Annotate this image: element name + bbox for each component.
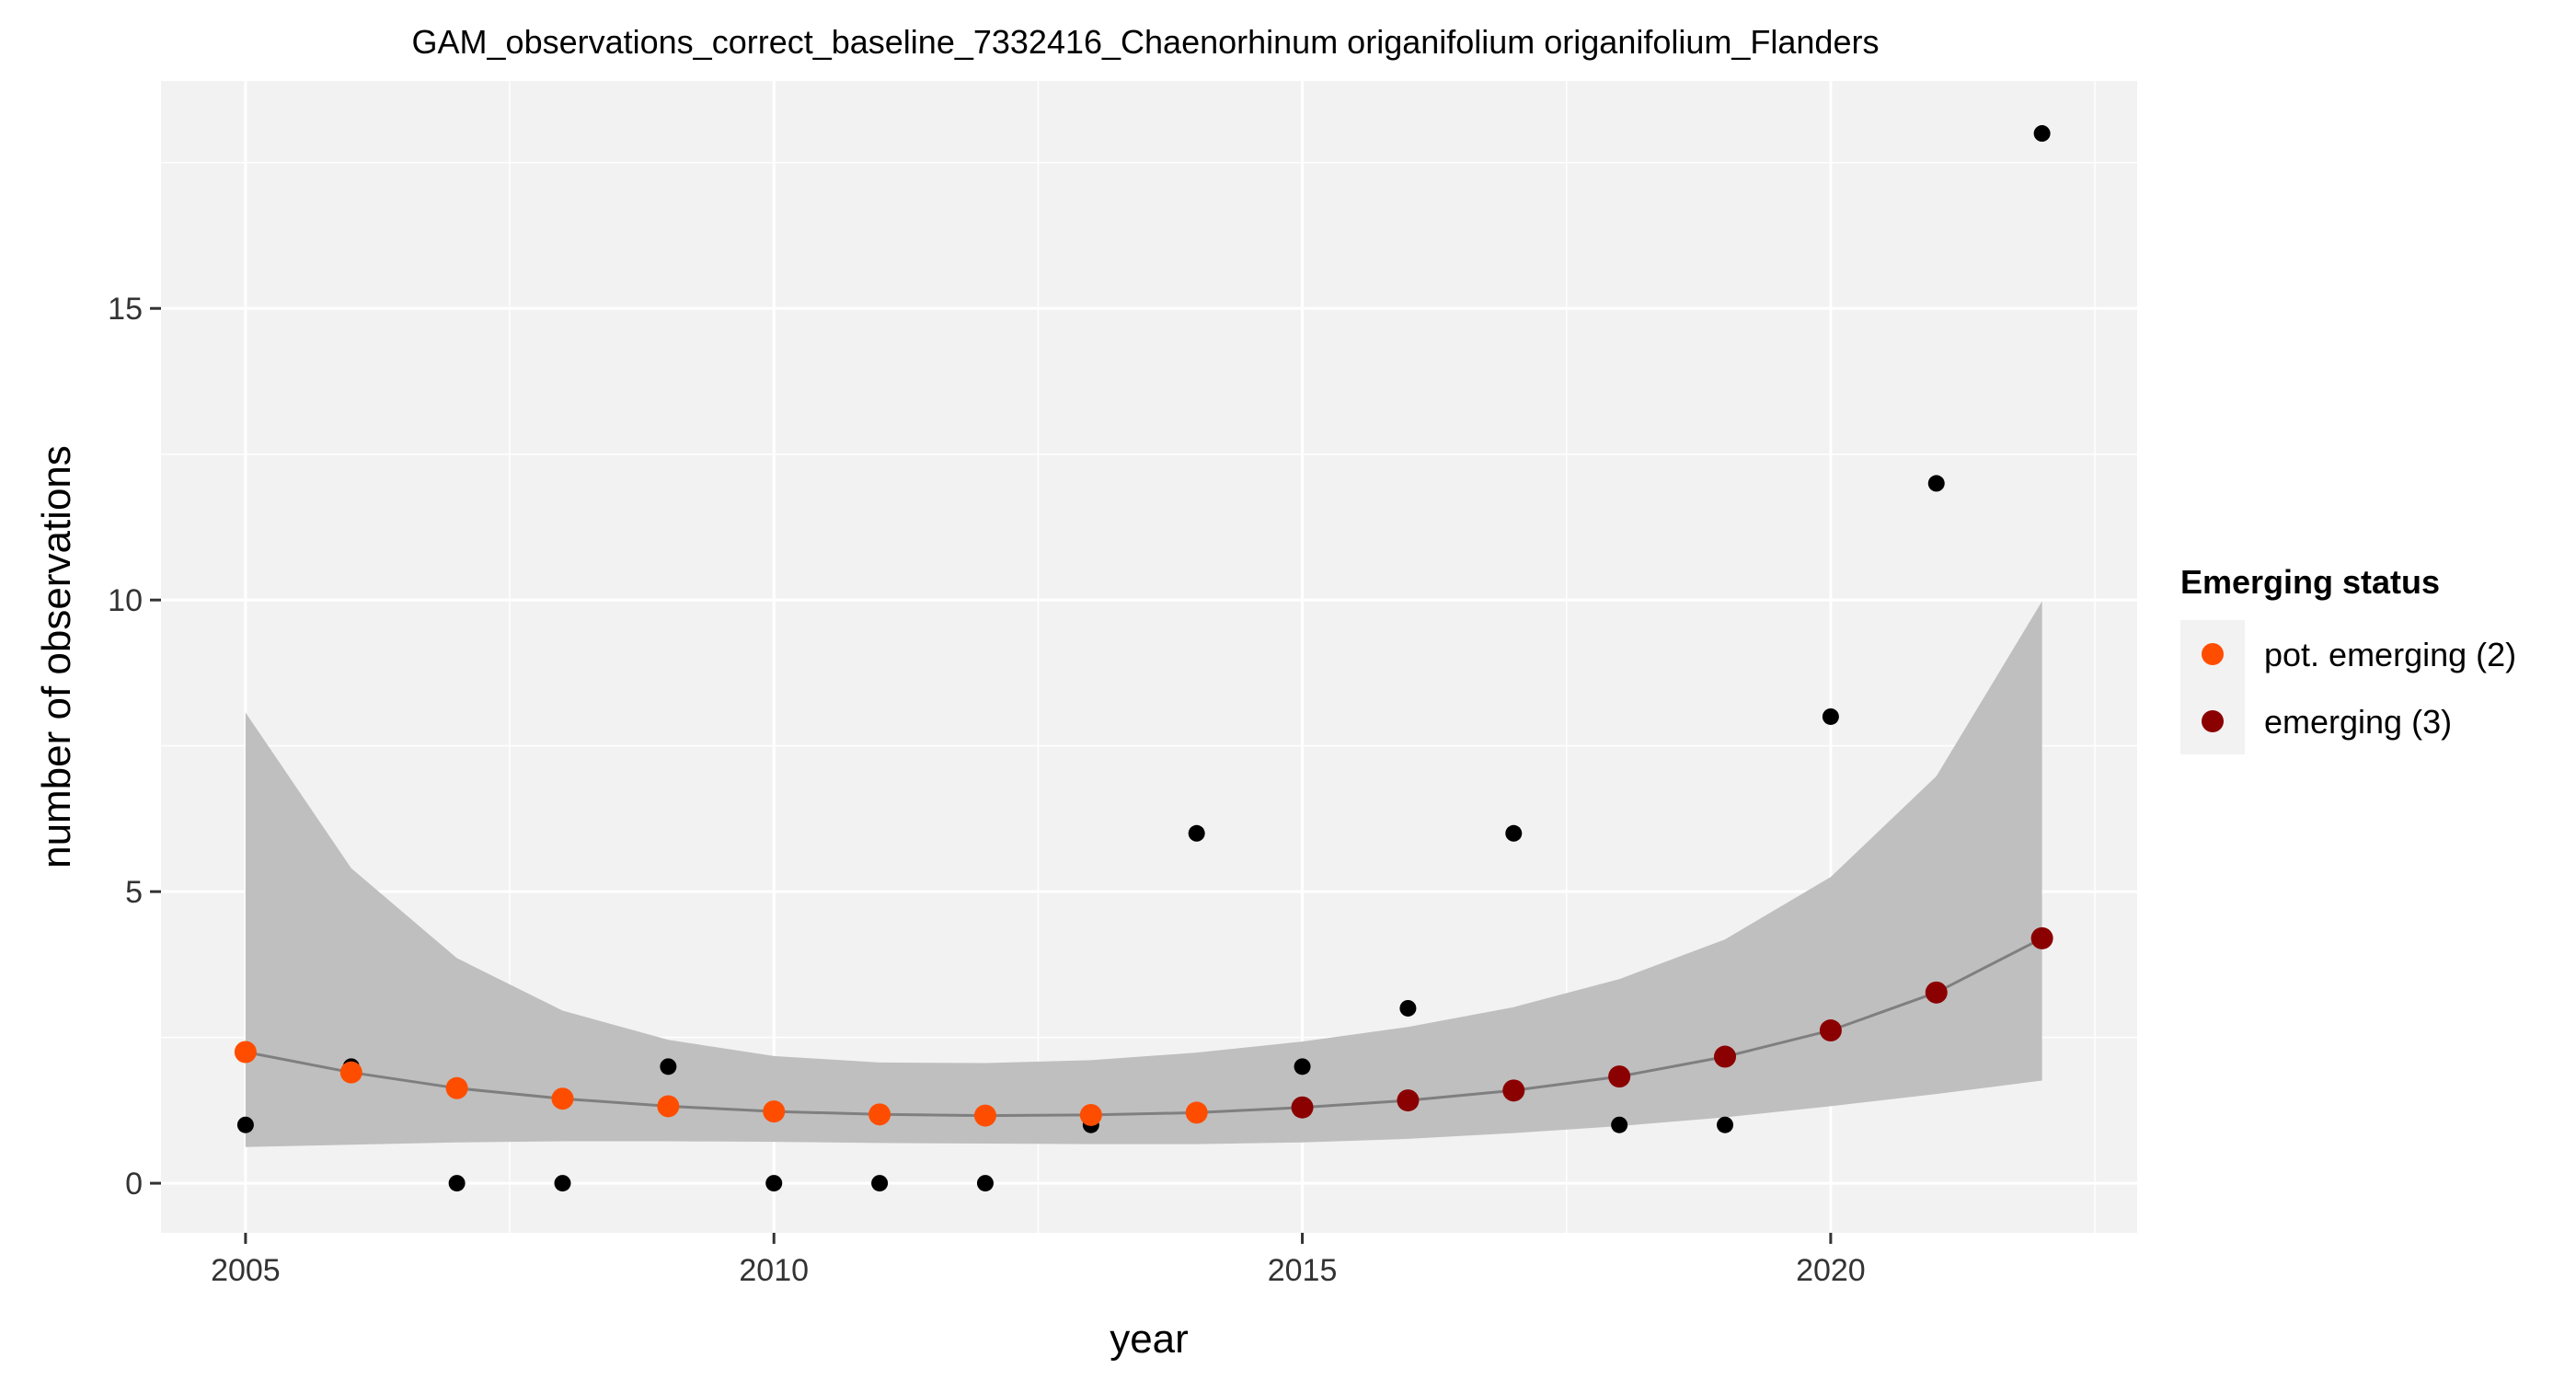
fitted-point-pot-emerging	[763, 1100, 786, 1123]
observed-point	[1822, 707, 1839, 725]
y-tick-label: 5	[125, 875, 143, 910]
y-axis: 0 5 10 15	[108, 292, 161, 1202]
legend-key-pot-emerging	[2202, 643, 2224, 665]
fitted-line	[245, 937, 2043, 1118]
observed-point	[1505, 824, 1523, 842]
x-tick-label: 2005	[211, 1253, 281, 1288]
observed-point	[1188, 824, 1205, 842]
fitted-point-emerging	[1608, 1065, 1631, 1088]
major-gridlines	[161, 81, 2137, 1233]
fitted-point-emerging	[1714, 1045, 1737, 1068]
fitted-point-emerging	[1819, 1019, 1842, 1042]
observed-point	[2033, 125, 2051, 143]
legend-label-emerging: emerging (3)	[2264, 703, 2452, 741]
confidence-band	[245, 601, 2042, 1147]
observed-point	[1611, 1116, 1628, 1133]
observed-point	[1717, 1116, 1734, 1133]
observed-point	[1399, 999, 1417, 1017]
legend: Emerging status pot. emerging (2) emergi…	[2180, 563, 2516, 754]
observed-point	[236, 1116, 254, 1133]
legend-label-pot-emerging: pot. emerging (2)	[2264, 636, 2516, 673]
fitted-point-emerging	[1502, 1079, 1525, 1102]
x-axis-title: year	[1110, 1317, 1189, 1362]
observed-point	[765, 1175, 783, 1192]
fitted-point-pot-emerging	[973, 1104, 996, 1127]
observed-point	[448, 1175, 466, 1192]
y-axis-title: number of observations	[34, 445, 79, 868]
fitted-point-pot-emerging	[868, 1103, 891, 1126]
minor-gridlines	[161, 81, 2137, 1233]
legend-key-emerging	[2202, 710, 2224, 732]
x-tick-label: 2010	[739, 1253, 809, 1288]
confidence-band-layer	[245, 601, 2042, 1147]
fitted-line-layer	[245, 937, 2043, 1118]
observed-point	[871, 1175, 889, 1192]
legend-title: Emerging status	[2180, 563, 2440, 601]
y-tick-label: 0	[125, 1167, 143, 1202]
fitted-point-emerging	[1291, 1096, 1314, 1119]
observed-point	[554, 1175, 571, 1192]
fitted-point-emerging	[1397, 1089, 1420, 1112]
observed-point	[660, 1058, 677, 1075]
observed-point	[976, 1175, 994, 1192]
fitted-point-pot-emerging	[1185, 1101, 1208, 1124]
observed-point	[1927, 475, 1945, 492]
fitted-point-pot-emerging	[657, 1095, 680, 1118]
fitted-point-emerging	[1925, 981, 1948, 1004]
fitted-point-pot-emerging	[445, 1076, 468, 1099]
x-tick-label: 2020	[1796, 1253, 1866, 1288]
y-tick-label: 15	[108, 292, 143, 327]
fitted-points-layer	[234, 926, 2053, 1127]
fitted-point-pot-emerging	[1079, 1103, 1102, 1126]
observed-point	[1294, 1058, 1311, 1075]
legend-key-background	[2180, 620, 2245, 754]
fitted-point-emerging	[2030, 926, 2053, 949]
x-axis: 2005 2010 2015 2020	[211, 1233, 1866, 1288]
y-tick-label: 10	[108, 583, 143, 618]
chart-title: GAM_observations_correct_baseline_733241…	[412, 23, 1880, 61]
fitted-point-pot-emerging	[551, 1087, 574, 1110]
fitted-point-pot-emerging	[234, 1041, 257, 1064]
fitted-point-pot-emerging	[339, 1061, 362, 1084]
x-tick-label: 2015	[1268, 1253, 1338, 1288]
